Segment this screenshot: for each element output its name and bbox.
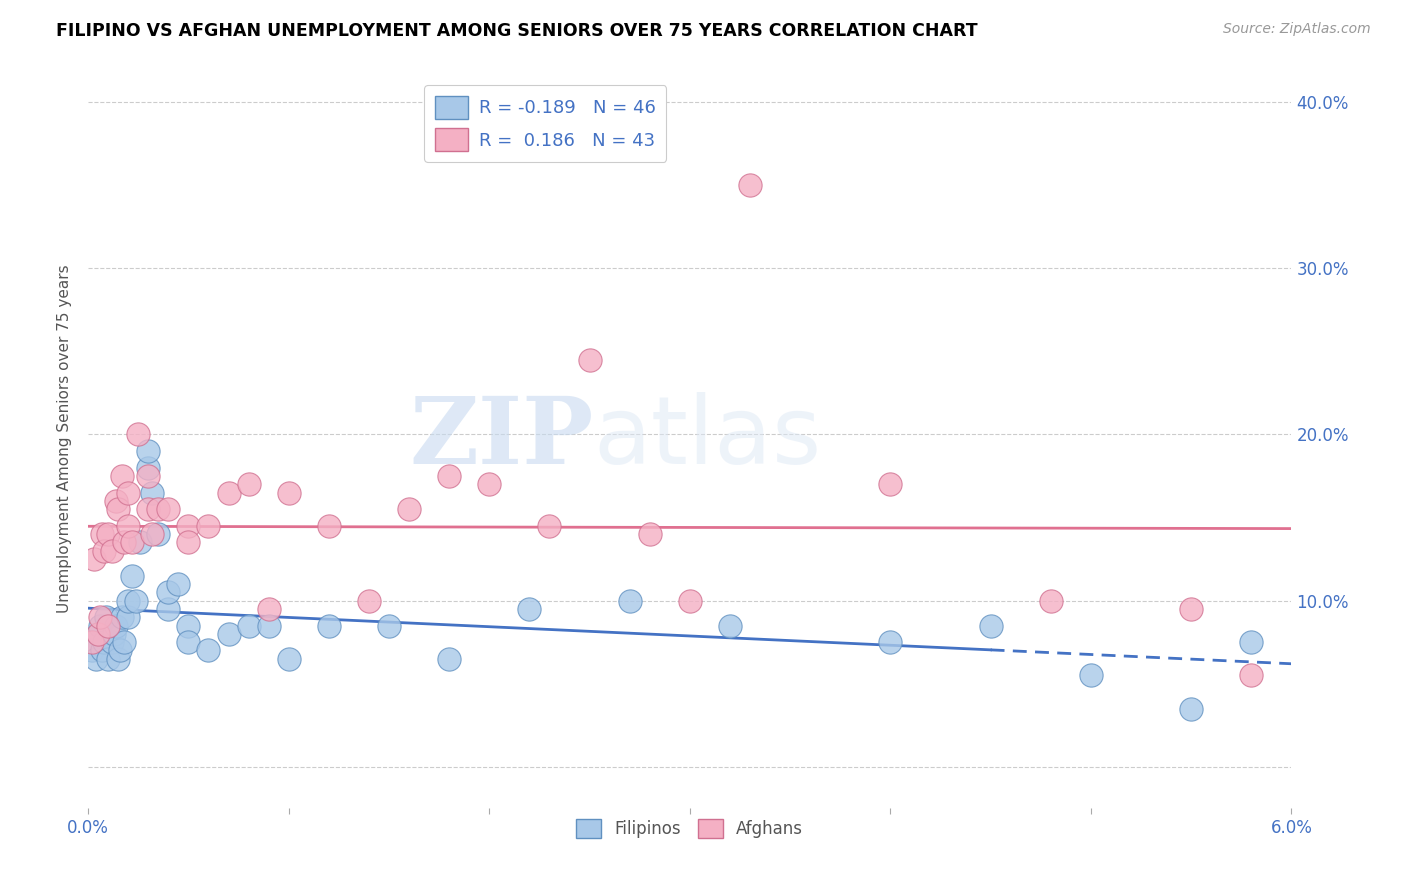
Point: [117, 610, 139, 624]
Point: [136, 460, 159, 475]
Point: [82, 635, 104, 649]
Point: [111, 469, 134, 483]
Point: [519, 602, 541, 616]
Point: [83, 635, 105, 649]
Point: [1240, 635, 1263, 649]
Point: [136, 502, 159, 516]
Point: [112, 535, 135, 549]
Point: [197, 518, 219, 533]
Point: [141, 527, 163, 541]
Point: [538, 518, 561, 533]
Point: [718, 618, 741, 632]
Point: [121, 535, 143, 549]
Text: Source: ZipAtlas.com: Source: ZipAtlas.com: [1223, 22, 1371, 37]
Point: [679, 593, 702, 607]
Point: [117, 485, 139, 500]
Point: [157, 602, 180, 616]
Point: [107, 652, 129, 666]
Point: [1080, 668, 1102, 682]
Point: [218, 627, 240, 641]
Point: [177, 518, 200, 533]
Point: [96, 610, 118, 624]
Point: [318, 518, 340, 533]
Point: [103, 627, 125, 641]
Point: [117, 518, 139, 533]
Point: [127, 427, 149, 442]
Point: [97, 652, 120, 666]
Point: [157, 585, 180, 599]
Point: [97, 527, 120, 541]
Point: [277, 652, 299, 666]
Point: [879, 477, 901, 491]
Point: [378, 618, 401, 632]
Legend: Filipinos, Afghans: Filipinos, Afghans: [569, 812, 810, 845]
Point: [257, 602, 280, 616]
Point: [125, 593, 148, 607]
Text: FILIPINO VS AFGHAN UNEMPLOYMENT AMONG SENIORS OVER 75 YEARS CORRELATION CHART: FILIPINO VS AFGHAN UNEMPLOYMENT AMONG SE…: [56, 22, 977, 40]
Point: [478, 477, 501, 491]
Point: [91, 643, 114, 657]
Point: [101, 635, 124, 649]
Point: [1180, 701, 1202, 715]
Point: [257, 618, 280, 632]
Point: [398, 502, 420, 516]
Point: [107, 502, 129, 516]
Text: ZIP: ZIP: [409, 393, 593, 483]
Y-axis label: Unemployment Among Seniors over 75 years: Unemployment Among Seniors over 75 years: [58, 264, 72, 613]
Point: [218, 485, 240, 500]
Point: [87, 627, 110, 641]
Point: [89, 618, 111, 632]
Point: [129, 535, 152, 549]
Point: [87, 627, 110, 641]
Point: [1039, 593, 1062, 607]
Point: [97, 618, 120, 632]
Point: [638, 527, 661, 541]
Point: [121, 568, 143, 582]
Point: [112, 635, 135, 649]
Point: [111, 610, 134, 624]
Point: [83, 552, 105, 566]
Point: [105, 493, 128, 508]
Point: [437, 652, 460, 666]
Point: [84, 652, 107, 666]
Point: [136, 444, 159, 458]
Point: [238, 477, 260, 491]
Point: [1180, 602, 1202, 616]
Point: [177, 618, 200, 632]
Point: [157, 502, 180, 516]
Point: [82, 643, 104, 657]
Point: [578, 352, 600, 367]
Point: [91, 527, 114, 541]
Point: [437, 469, 460, 483]
Text: atlas: atlas: [593, 392, 821, 484]
Point: [93, 635, 115, 649]
Point: [357, 593, 380, 607]
Point: [619, 593, 641, 607]
Point: [141, 485, 163, 500]
Point: [110, 643, 132, 657]
Point: [879, 635, 901, 649]
Point: [136, 469, 159, 483]
Point: [148, 502, 170, 516]
Point: [117, 593, 139, 607]
Point: [177, 635, 200, 649]
Point: [238, 618, 260, 632]
Point: [93, 543, 115, 558]
Point: [148, 527, 170, 541]
Point: [167, 577, 190, 591]
Point: [197, 643, 219, 657]
Point: [1240, 668, 1263, 682]
Point: [980, 618, 1002, 632]
Point: [277, 485, 299, 500]
Point: [101, 543, 124, 558]
Point: [89, 610, 111, 624]
Point: [318, 618, 340, 632]
Point: [105, 618, 128, 632]
Point: [738, 178, 761, 192]
Point: [177, 535, 200, 549]
